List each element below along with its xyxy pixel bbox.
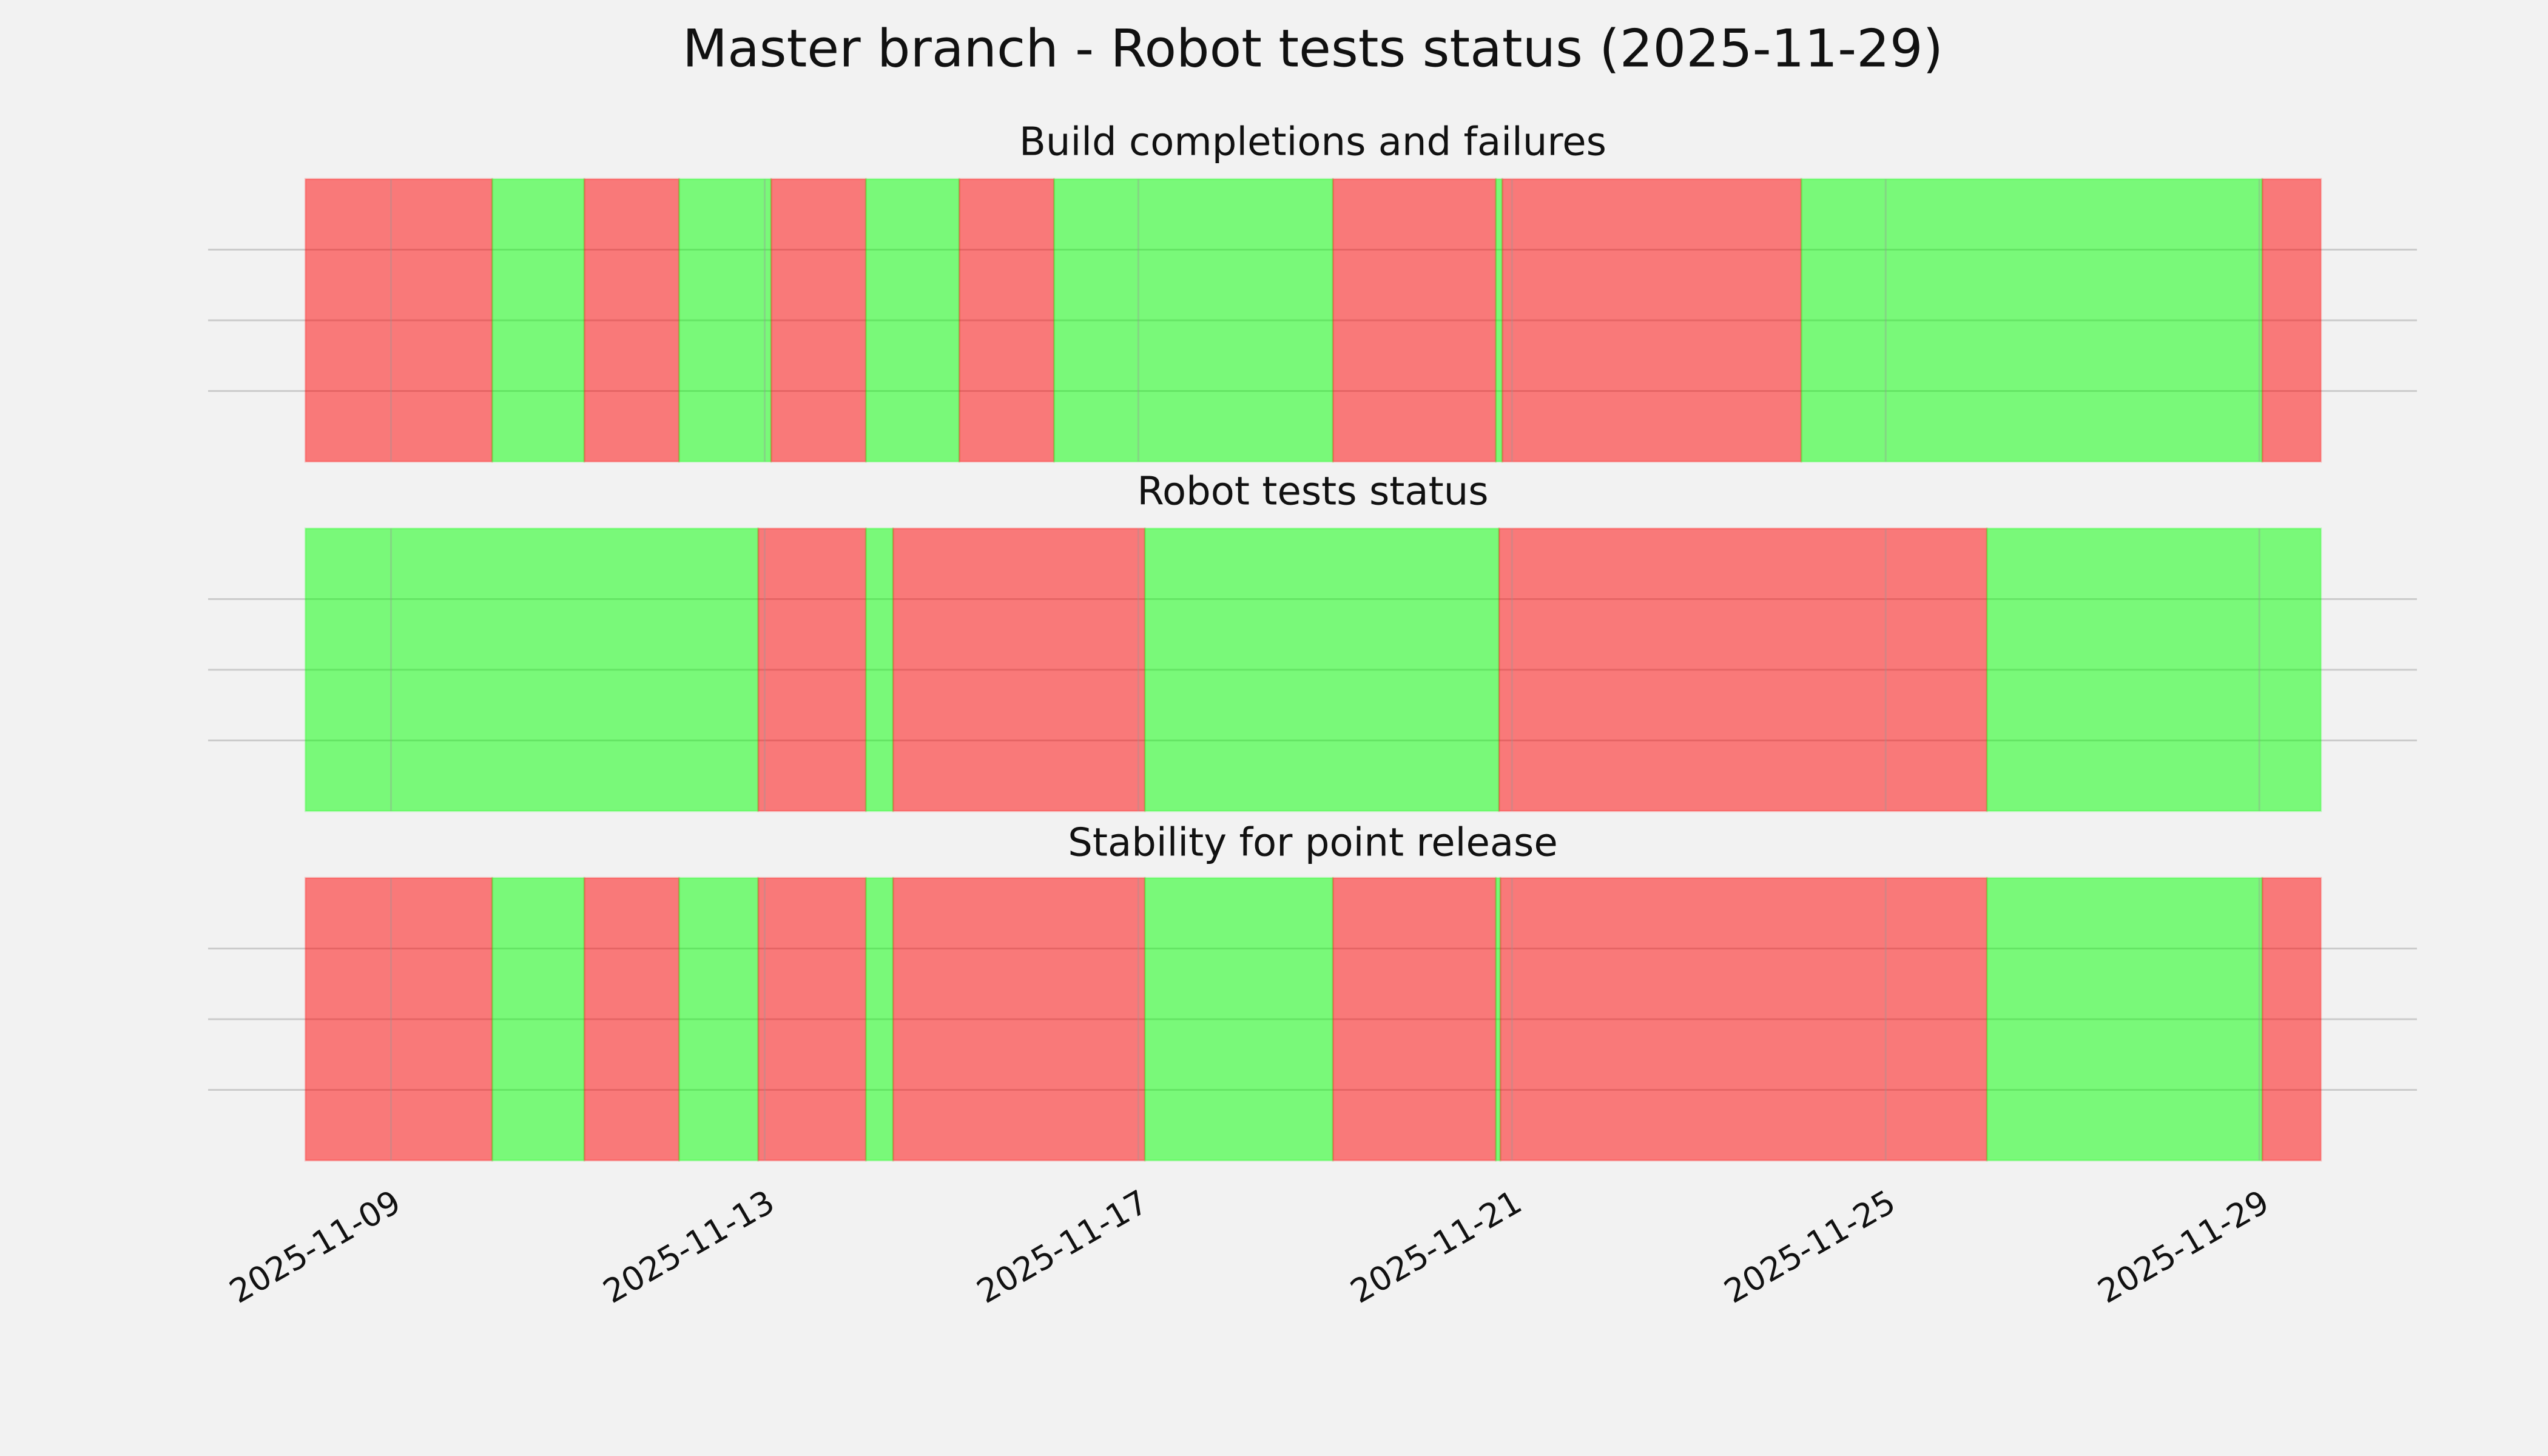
status-span: [757, 877, 867, 1162]
status-span: [678, 178, 772, 463]
x-tick-label: 2025-11-21: [1344, 1182, 1528, 1310]
status-span: [678, 877, 760, 1162]
status-span: [583, 178, 680, 463]
status-span: [491, 877, 585, 1162]
status-span: [1986, 877, 2263, 1162]
x-tick-label: 2025-11-09: [223, 1182, 407, 1310]
status-span: [892, 877, 1146, 1162]
status-span: [1986, 527, 2322, 812]
status-span: [958, 178, 1055, 463]
panel-title: Stability for point release: [1068, 821, 1558, 866]
status-span: [864, 877, 894, 1162]
status-span: [770, 178, 867, 463]
x-tick-label: 2025-11-29: [2091, 1182, 2275, 1310]
status-span: [1053, 178, 1334, 463]
x-tick-label: 2025-11-25: [1717, 1182, 1901, 1310]
status-span: [1800, 178, 2263, 463]
status-span: [304, 178, 493, 463]
status-span: [1332, 877, 1497, 1162]
status-span: [491, 178, 585, 463]
status-span: [1144, 877, 1334, 1162]
status-span: [2261, 178, 2322, 463]
status-span: [1144, 527, 1500, 812]
status-span: [864, 527, 894, 812]
x-tick-label: 2025-11-13: [597, 1182, 781, 1310]
status-span: [1501, 178, 1802, 463]
status-span: [304, 877, 493, 1162]
status-span: [2261, 877, 2322, 1162]
panel-title: Build completions and failures: [1019, 120, 1606, 165]
x-tick-label: 2025-11-17: [971, 1182, 1154, 1310]
panel-title: Robot tests status: [1137, 470, 1488, 514]
status-span: [583, 877, 680, 1162]
chart-title: Master branch - Robot tests status (2025…: [682, 18, 1943, 79]
status-span: [1495, 178, 1503, 463]
status-span: [304, 527, 760, 812]
status-span: [1332, 178, 1497, 463]
status-span: [864, 178, 960, 463]
status-span: [892, 527, 1146, 812]
status-span: [1498, 527, 1988, 812]
status-span: [757, 527, 867, 812]
status-span: [1499, 877, 1988, 1162]
